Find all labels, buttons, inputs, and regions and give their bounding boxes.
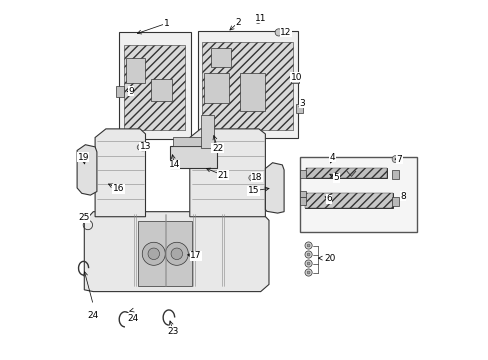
Text: 10: 10 [290, 73, 302, 82]
Text: 24: 24 [87, 311, 99, 320]
Bar [295, 104, 303, 113]
Polygon shape [265, 163, 284, 213]
Bar [300, 157, 416, 232]
Circle shape [306, 271, 309, 274]
Text: 6: 6 [325, 194, 331, 203]
Text: 7: 7 [396, 155, 401, 163]
Bar [240, 73, 264, 111]
Bar [305, 193, 392, 208]
Text: 22: 22 [211, 144, 223, 153]
Bar [391, 197, 398, 206]
Text: 20: 20 [324, 253, 335, 263]
Text: 18: 18 [251, 173, 263, 182]
Bar [306, 168, 386, 178]
Polygon shape [95, 129, 145, 217]
Ellipse shape [137, 144, 148, 151]
Circle shape [391, 156, 399, 163]
Bar [151, 79, 172, 101]
Text: 13: 13 [140, 142, 151, 151]
Bar [169, 146, 217, 168]
Bar [300, 170, 305, 178]
Circle shape [305, 260, 311, 267]
Circle shape [142, 242, 165, 265]
Bar [118, 32, 190, 139]
Circle shape [171, 248, 182, 260]
Circle shape [148, 248, 159, 260]
Bar [291, 75, 299, 83]
Bar [115, 86, 123, 97]
Text: 21: 21 [217, 171, 228, 180]
Text: 3: 3 [299, 99, 305, 108]
Text: 15: 15 [247, 186, 259, 195]
Circle shape [248, 175, 254, 181]
Text: 9: 9 [128, 87, 134, 96]
Text: 12: 12 [280, 28, 291, 37]
Bar [305, 193, 392, 208]
Text: 11: 11 [254, 14, 266, 23]
Text: 17: 17 [190, 251, 201, 260]
Polygon shape [77, 145, 97, 195]
Bar [200, 115, 213, 148]
Polygon shape [189, 129, 265, 217]
Text: 1: 1 [163, 19, 169, 28]
Polygon shape [138, 221, 192, 286]
Bar [125, 58, 145, 83]
Text: 14: 14 [168, 160, 180, 169]
Text: 8: 8 [399, 192, 405, 201]
Circle shape [254, 16, 261, 23]
Bar [211, 48, 231, 67]
Circle shape [305, 242, 311, 249]
Bar [173, 137, 206, 146]
Circle shape [165, 242, 188, 265]
Bar [391, 170, 398, 179]
Text: 5: 5 [333, 174, 339, 183]
Circle shape [306, 253, 309, 256]
Text: 16: 16 [113, 184, 124, 193]
Circle shape [275, 29, 282, 36]
Bar [306, 168, 386, 178]
Bar [204, 73, 228, 103]
Text: 2: 2 [235, 18, 241, 27]
Circle shape [305, 269, 311, 276]
Bar [300, 197, 305, 205]
Text: 25: 25 [79, 213, 90, 222]
Bar [197, 31, 297, 138]
Text: 4: 4 [329, 153, 335, 162]
Text: 19: 19 [77, 153, 89, 162]
Circle shape [305, 251, 311, 258]
Text: 23: 23 [167, 327, 179, 336]
Bar [300, 191, 305, 197]
Polygon shape [84, 212, 268, 292]
Circle shape [306, 244, 309, 247]
Circle shape [306, 262, 309, 265]
Text: 24: 24 [127, 314, 138, 323]
Bar [123, 45, 185, 130]
Bar [202, 42, 292, 130]
